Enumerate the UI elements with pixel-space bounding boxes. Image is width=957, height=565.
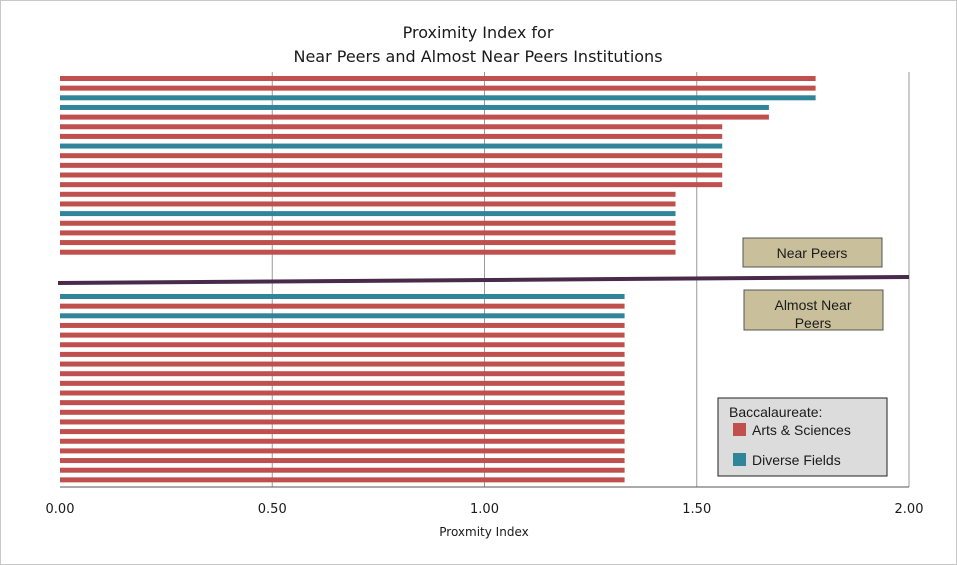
bar-near-peers-11 (60, 172, 723, 178)
chart-title-line-2: Near Peers and Almost Near Peers Institu… (293, 47, 662, 66)
legend-label-arts: Arts & Sciences (752, 422, 851, 438)
near-peers-annotation: Near Peers (742, 237, 883, 268)
bar-almost-near-peers-4 (60, 322, 625, 328)
bar-almost-near-peers-8 (60, 361, 625, 367)
bar-near-peers-6 (60, 124, 723, 130)
bar-almost-near-peers-11 (60, 390, 625, 396)
bar-almost-near-peers-14 (60, 419, 625, 425)
almost-near-peers-label-line-1: Almost Near (774, 297, 851, 313)
legend-title: Baccalaureate: (729, 404, 822, 420)
x-axis: 0.00 0.50 1.00 1.50 2.00 (46, 486, 924, 517)
bar-near-peers-9 (60, 153, 723, 159)
x-tick-label-1: 0.50 (258, 502, 287, 517)
x-tick-label-0: 0.00 (46, 502, 75, 517)
legend-swatch-diverse (733, 453, 746, 466)
bar-almost-near-peers-13 (60, 409, 625, 415)
bar-almost-near-peers-2 (60, 303, 625, 309)
legend-label-diverse: Diverse Fields (752, 452, 841, 468)
bar-near-peers-18 (60, 240, 676, 246)
near-peers-label: Near Peers (777, 245, 848, 261)
bar-almost-near-peers-9 (60, 371, 625, 377)
x-tick-label-3: 1.50 (682, 502, 711, 517)
bar-near-peers-12 (60, 182, 723, 188)
bar-near-peers-4 (60, 104, 769, 110)
x-tick-label-2: 1.00 (470, 502, 499, 517)
bar-almost-near-peers-10 (60, 380, 625, 386)
legend-swatch-arts (733, 423, 746, 436)
bar-near-peers-19 (60, 249, 676, 255)
group-divider-line (57, 275, 910, 285)
almost-near-peers-box (743, 289, 884, 331)
bar-near-peers-14 (60, 201, 676, 207)
bar-almost-near-peers-18 (60, 458, 625, 464)
bar-almost-near-peers-20 (60, 477, 625, 483)
bar-almost-near-peers-6 (60, 342, 625, 348)
bar-near-peers-15 (60, 211, 676, 217)
bar-almost-near-peers-5 (60, 332, 625, 338)
bar-near-peers-13 (60, 191, 676, 197)
bar-near-peers-16 (60, 220, 676, 226)
bars (60, 76, 816, 483)
bar-near-peers-7 (60, 133, 723, 139)
bar-almost-near-peers-16 (60, 438, 625, 444)
bar-almost-near-peers-17 (60, 448, 625, 454)
bar-near-peers-5 (60, 114, 769, 120)
bar-almost-near-peers-19 (60, 467, 625, 473)
bar-near-peers-10 (60, 162, 723, 168)
x-tick-label-4: 2.00 (895, 502, 924, 517)
bar-near-peers-8 (60, 143, 723, 149)
bar-near-peers-1 (60, 76, 816, 81)
legend-box (717, 397, 888, 477)
bar-almost-near-peers-1 (60, 294, 625, 299)
bar-near-peers-3 (60, 95, 816, 101)
near-peers-box (742, 237, 883, 268)
bar-near-peers-17 (60, 230, 676, 236)
bar-almost-near-peers-3 (60, 313, 625, 319)
legend: Baccalaureate: Arts & Sciences Diverse F… (717, 397, 888, 477)
bar-almost-near-peers-12 (60, 400, 625, 406)
chart-title-line-1: Proximity Index for (403, 23, 554, 42)
almost-near-peers-annotation: Almost Near Peers (743, 289, 884, 331)
bar-almost-near-peers-7 (60, 351, 625, 357)
bar-near-peers-2 (60, 85, 816, 91)
almost-near-peers-label-line-2: Peers (795, 315, 832, 331)
bar-almost-near-peers-15 (60, 429, 625, 435)
x-axis-label: Proxmity Index (439, 525, 528, 539)
